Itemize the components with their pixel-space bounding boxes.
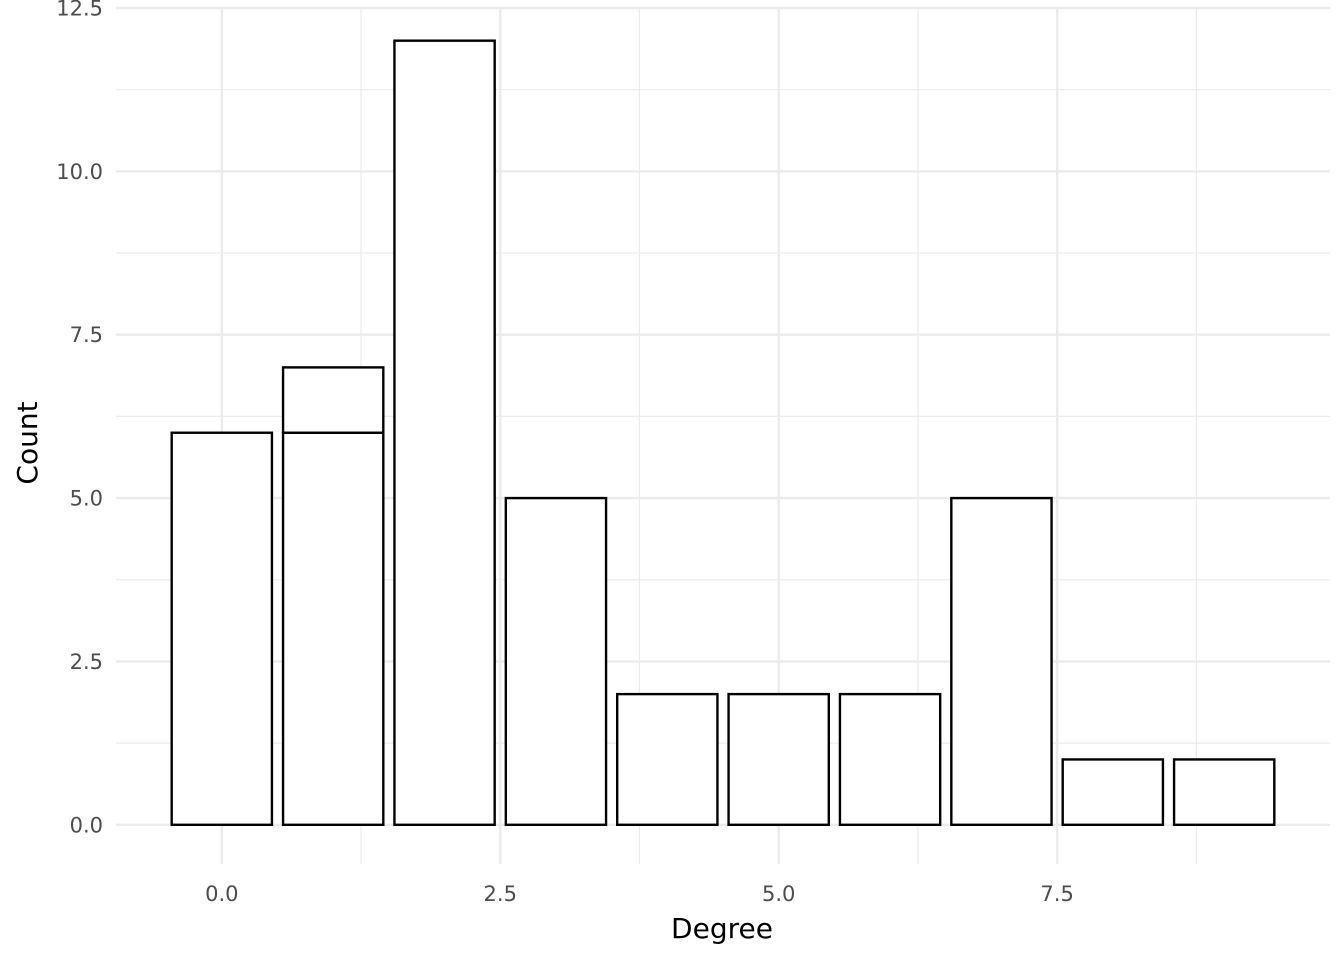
bar — [281, 431, 385, 826]
y-tick-label: 2.5 — [70, 650, 103, 674]
y-tick-label: 10.0 — [56, 160, 103, 184]
bar — [727, 692, 831, 826]
y-tick-label: 0.0 — [70, 813, 103, 837]
bar — [170, 431, 274, 826]
x-tick-label: 0.0 — [205, 882, 238, 906]
bar — [1172, 758, 1276, 826]
bar — [950, 496, 1053, 826]
x-tick-label: 2.5 — [484, 882, 517, 906]
y-tick-label: 5.0 — [70, 487, 103, 511]
y-tick-label: 12.5 — [56, 0, 103, 21]
y-tick-label: 7.5 — [70, 323, 103, 347]
y-axis-tick-labels: 0.0 2.5 5.0 7.5 10.0 12.5 — [56, 0, 103, 837]
bars — [170, 39, 1276, 826]
x-axis-tick-labels: 0.0 2.5 5.0 7.5 — [205, 882, 1074, 906]
bar — [393, 39, 496, 826]
x-tick-label: 5.0 — [762, 882, 795, 906]
bar — [504, 496, 608, 826]
bar — [615, 692, 719, 826]
x-tick-label: 7.5 — [1040, 882, 1073, 906]
bar — [1061, 758, 1165, 826]
bar — [281, 366, 385, 434]
bar — [838, 692, 942, 826]
y-axis-title: Count — [11, 401, 44, 484]
x-axis-title: Degree — [671, 912, 773, 945]
